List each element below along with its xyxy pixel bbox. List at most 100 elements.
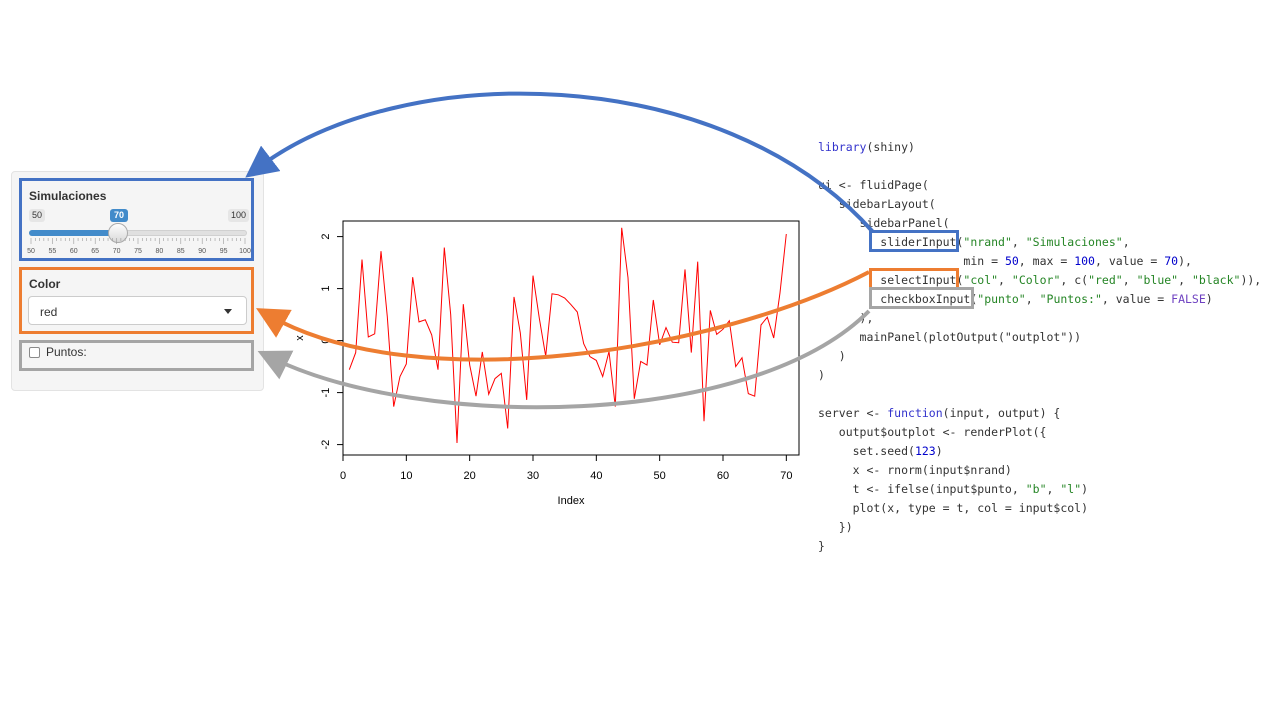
code-token: ), <box>1178 254 1192 268</box>
y-tick-label: 1 <box>320 286 332 292</box>
puntos-checkbox-label: Puntos: <box>46 345 87 359</box>
code-token: x <- rnorm(input$nrand) <box>818 463 1012 477</box>
code-token: , <box>1122 273 1137 287</box>
slider-tick-label: 80 <box>155 248 164 255</box>
code-token: function <box>887 406 943 420</box>
x-tick-label: 0 <box>340 470 346 482</box>
slider-tick-label: 50 <box>27 248 35 255</box>
code-token: "nrand" <box>963 235 1012 249</box>
slider-ticks <box>30 238 246 244</box>
code-token: }) <box>818 520 853 534</box>
sliderinput-highlight-box <box>869 230 959 252</box>
code-token: ) <box>818 368 825 382</box>
checkbox-highlight-box <box>19 340 254 371</box>
color-select-value: red <box>40 305 58 319</box>
slider-tick-label: 90 <box>198 248 207 255</box>
y-axis: -2 -1 0 1 2 <box>320 234 343 450</box>
chevron-down-icon <box>224 309 232 314</box>
code-token: (input, output) { <box>942 406 1061 420</box>
code-token: FALSE <box>1171 292 1206 306</box>
y-tick-label: 2 <box>320 234 332 240</box>
x-tick-label: 40 <box>590 470 602 482</box>
code-token: 100 <box>1074 254 1095 268</box>
select-highlight-box <box>19 267 254 334</box>
code-token: set.seed( <box>818 444 915 458</box>
slider-tick-label: 70 <box>112 248 121 255</box>
code-token: (shiny) <box>866 140 915 154</box>
code-token: , <box>1025 292 1040 306</box>
select-label: Color <box>29 277 61 291</box>
slider-tick-label: 85 <box>176 248 185 255</box>
code-token: ), <box>818 311 874 325</box>
code-token: ) <box>1081 482 1089 496</box>
code-token: "Color" <box>1011 273 1061 287</box>
code-token: checkboxInput <box>818 292 971 306</box>
checkboxinput-highlight-box <box>869 287 974 309</box>
x-axis-label: Index <box>558 495 585 507</box>
plot-frame <box>342 220 800 456</box>
code-token: t <- ifelse(input$punto, <box>818 482 1026 496</box>
series-line <box>348 227 787 444</box>
x-tick-label: 30 <box>527 470 539 482</box>
puntos-checkbox[interactable] <box>29 347 40 358</box>
code-token: "b" <box>1025 482 1047 496</box>
slider-highlight-box <box>19 178 254 261</box>
code-token: , <box>1122 235 1130 249</box>
code-token: , <box>1178 273 1192 287</box>
slider-track-fill <box>29 230 119 236</box>
code-token: ) <box>1205 292 1213 306</box>
code-token: , max = <box>1018 254 1075 268</box>
y-tick-label: -1 <box>320 388 332 398</box>
x-tick-label: 20 <box>464 470 476 482</box>
code-token: , value = <box>1101 292 1172 306</box>
code-token: , <box>1011 235 1026 249</box>
code-token: , c( <box>1060 273 1089 287</box>
slider-tick-label: 100 <box>239 248 251 255</box>
slider-tick-label: 75 <box>134 248 142 255</box>
code-token: ui <- fluidPage( <box>818 178 929 192</box>
r-code-block: library(shiny) ui <- fluidPage( sidebarL… <box>818 140 1262 553</box>
code-token: ( <box>956 273 964 287</box>
code-token: } <box>818 539 825 553</box>
x-tick-label: 60 <box>717 470 729 482</box>
code-token: )), <box>1240 273 1262 287</box>
slider-value-label: 70 <box>110 209 129 222</box>
slider-min-label: 50 <box>29 209 46 222</box>
color-select[interactable]: red <box>28 296 247 325</box>
slider-tick-label: 55 <box>48 248 57 255</box>
code-token: ) <box>818 349 846 363</box>
code-token: sliderInput <box>818 235 957 249</box>
code-token: "red" <box>1088 273 1123 287</box>
code-token: , value = <box>1094 254 1165 268</box>
code-token: "blue" <box>1136 273 1179 287</box>
slider-label: Simulaciones <box>29 189 107 203</box>
code-token: , <box>1046 482 1061 496</box>
code-token: server <- <box>818 406 888 420</box>
code-token: 70 <box>1164 254 1179 268</box>
code-token: ) <box>935 444 943 458</box>
y-axis-label: x <box>294 335 306 341</box>
code-token: plot(x, type = t, col = input$col) <box>818 501 1089 515</box>
code-token: 123 <box>914 444 936 458</box>
code-token: sidebarLayout( <box>818 197 936 211</box>
code-token: "black" <box>1191 273 1241 287</box>
code-token: "col" <box>963 273 999 287</box>
y-tick-label: -2 <box>320 440 332 450</box>
slider-tick-label: 95 <box>219 248 228 255</box>
x-axis: 0 10 20 30 40 50 60 70 <box>340 455 792 482</box>
slider-tick-label: 60 <box>69 248 78 255</box>
line-plot: 0 10 20 30 40 50 60 70 -2 -1 0 1 2 Index x <box>294 220 800 507</box>
x-tick-label: 50 <box>654 470 666 482</box>
slider-handle[interactable] <box>108 223 128 243</box>
code-token: output$outplot <- renderPlot({ <box>818 425 1047 439</box>
slider-tick-label: 65 <box>91 248 100 255</box>
y-tick-label: 0 <box>320 338 332 344</box>
code-token: min = <box>818 254 1005 268</box>
code-token: , <box>998 273 1012 287</box>
code-token: "Simulaciones" <box>1025 235 1123 249</box>
sidebar-panel <box>11 171 264 391</box>
x-tick-label: 70 <box>780 470 792 482</box>
code-token: library <box>818 140 867 154</box>
x-tick-label: 10 <box>400 470 412 482</box>
code-token: selectInput <box>818 273 957 287</box>
